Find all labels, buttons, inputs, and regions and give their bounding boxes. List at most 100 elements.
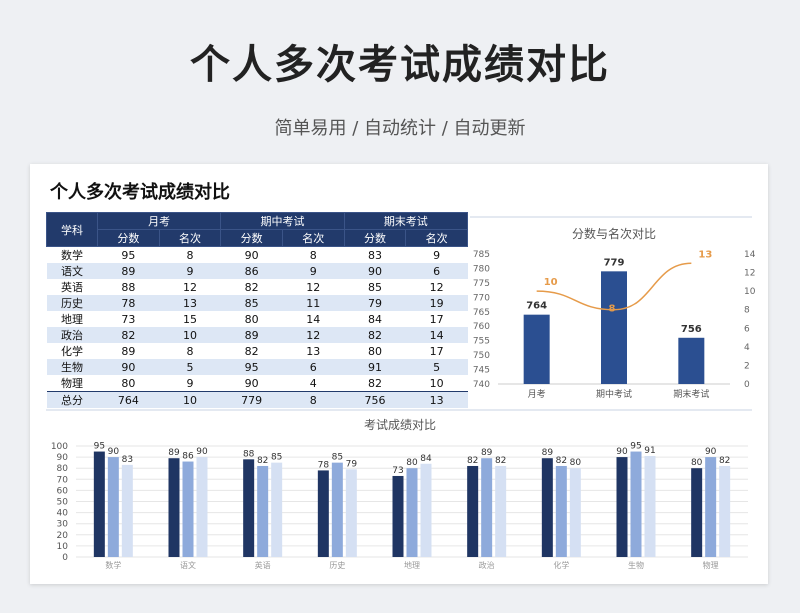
rank-cell: 15 — [182, 312, 197, 326]
score-cell: 89 — [220, 327, 283, 343]
rank-cell: 10 — [429, 376, 444, 390]
rank-cell: 9 — [282, 263, 345, 279]
bar — [495, 465, 507, 557]
sheet-title: 个人多次考试成绩对比 — [50, 182, 230, 203]
rank-cell: 5 — [405, 359, 468, 375]
bar-data-label: 84 — [420, 454, 432, 464]
header-exam: 期中考试 — [220, 212, 345, 230]
y-tick-label-right: 2 — [744, 361, 750, 371]
bar — [182, 461, 194, 557]
y-tick-label: 60 — [57, 486, 69, 496]
y-tick-label-right: 10 — [744, 287, 756, 297]
y-tick-label-left: 745 — [473, 366, 490, 376]
score-cell: 764 — [97, 391, 160, 408]
bar-data-label: 779 — [604, 257, 625, 268]
bar-data-label: 89 — [542, 448, 554, 458]
line-data-label: 8 — [609, 304, 616, 315]
bar — [406, 468, 418, 557]
bar — [107, 457, 119, 557]
bar — [168, 458, 180, 557]
bar — [630, 451, 642, 557]
y-tick-label-left: 750 — [473, 351, 490, 361]
bar-data-label: 89 — [168, 448, 180, 458]
bar-data-label: 82 — [467, 456, 478, 466]
bar — [481, 458, 493, 557]
bar-data-label: 764 — [526, 301, 547, 312]
score-cell: 90 — [244, 248, 259, 262]
bar-data-label: 88 — [243, 449, 255, 459]
score-cell: 89 — [121, 344, 136, 358]
rank-cell: 4 — [309, 376, 317, 390]
rank-cell: 13 — [159, 295, 221, 311]
y-tick-label: 80 — [57, 464, 69, 474]
score-cell: 82 — [367, 376, 382, 390]
bar — [345, 469, 357, 557]
scores-table: 学科 月考 期中考试 期末考试 分数 名次 分数 名次 分数 名次 数学 9 5 8 9… — [46, 212, 469, 408]
bar-data-label: 89 — [481, 448, 493, 458]
score-cell: 85 — [220, 295, 283, 311]
bar-data-label: 86 — [182, 452, 194, 462]
score-cell: 89 — [97, 263, 160, 279]
header-subject: 学科 — [46, 212, 98, 247]
bar — [121, 464, 133, 557]
score-cell: 85 — [367, 280, 382, 294]
score-cell: 82 — [244, 280, 259, 294]
score-cell: 82 — [244, 344, 259, 358]
rank-cell: 14 — [405, 327, 468, 343]
y-tick-label: 50 — [57, 498, 69, 508]
bar — [691, 468, 703, 557]
subject-cell: 生物 — [46, 359, 98, 375]
table-row: 英语 88 12 82 12 85 12 — [47, 279, 468, 295]
rank-cell: 6 — [282, 359, 345, 375]
header-rank: 名次 — [158, 229, 222, 247]
score-cell: 73 — [121, 312, 136, 326]
table-row: 语文 89 9 86 9 90 6 — [46, 263, 468, 279]
bar — [705, 457, 717, 557]
x-tick-label: 英语 — [255, 560, 271, 570]
chart-title: 考试成绩对比 — [364, 417, 436, 432]
y-tick-label: 20 — [57, 531, 69, 541]
subject-cell: 物理 — [61, 377, 83, 390]
bar — [523, 314, 550, 384]
table-header-row: 学科 月考 期中考试 期末考试 — [46, 212, 469, 247]
subject-cell: 英语 — [61, 281, 83, 294]
bar — [467, 465, 479, 557]
score-cell: 84 — [367, 312, 382, 326]
x-tick-label: 期末考试 — [673, 388, 709, 400]
page-title: 个人多次考试成绩对比 — [190, 42, 610, 88]
y-tick-label-right: 0 — [744, 380, 750, 390]
y-tick-label-right: 6 — [744, 324, 750, 334]
x-tick-label: 数学 — [105, 560, 121, 570]
bar — [317, 470, 329, 557]
bar — [719, 465, 731, 557]
y-tick-label: 0 — [62, 553, 68, 563]
bar-data-label: 85 — [332, 453, 343, 463]
x-tick-label: 地理 — [404, 560, 420, 570]
table-subheader-row: 分数 名次 分数 名次 分数 名次 — [47, 229, 468, 247]
y-tick-label-left: 770 — [473, 293, 490, 303]
rank-cell: 12 — [306, 280, 321, 294]
bar — [93, 451, 105, 557]
bar — [616, 457, 628, 557]
bar — [243, 459, 255, 557]
header-score: 分数 — [97, 229, 160, 247]
y-tick-label-left: 785 — [473, 250, 490, 260]
table-row: 数学 95 8 90 8 83 9 — [47, 247, 468, 264]
bar-data-label: 90 — [108, 447, 120, 457]
subject-cell: 数学 — [61, 249, 83, 262]
bar-data-label: 83 — [122, 455, 133, 465]
y-tick-label-left: 760 — [473, 322, 490, 332]
score-cell: 79 — [344, 295, 406, 311]
rank-cell: 13 — [405, 391, 468, 408]
total-row: 总分 764 10 779 8 756 13 — [46, 391, 468, 408]
bar — [271, 462, 283, 557]
subject-cell: 化学 — [61, 345, 83, 358]
line-data-label: 13 — [698, 249, 712, 260]
x-tick-label: 物理 — [703, 560, 719, 570]
rank-cell: 9 — [433, 248, 441, 262]
bar-data-label: 78 — [318, 460, 330, 470]
rank-cell: 5 — [159, 359, 221, 375]
bar-data-label: 82 — [495, 456, 506, 466]
bar-data-label: 80 — [570, 458, 582, 468]
y-tick-label: 70 — [57, 475, 69, 485]
